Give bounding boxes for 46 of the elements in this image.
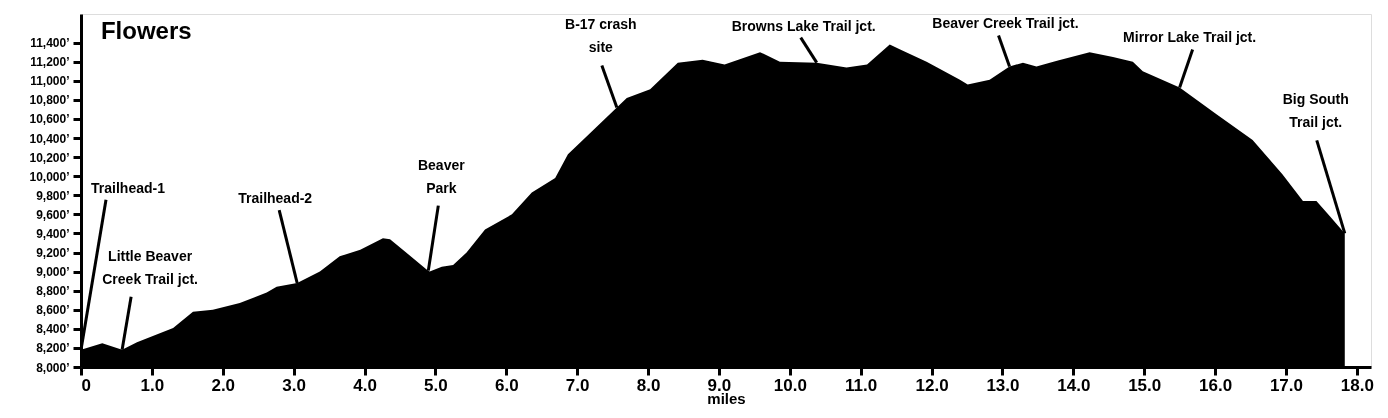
- x-tick-label: 8.0: [636, 375, 661, 395]
- annotation: Mirror Lake Trail jct.: [1123, 29, 1257, 46]
- annotation: Trailhead-2: [238, 190, 313, 207]
- y-tick-label: 9,400’: [36, 226, 70, 241]
- y-tick-label: 11,000’: [30, 74, 70, 89]
- x-tick-label: 11.0: [845, 375, 878, 395]
- y-tick-label: 10,400’: [29, 131, 70, 146]
- y-tick-label: 9,200’: [36, 246, 70, 261]
- x-tick-label: 10.0: [773, 375, 807, 395]
- y-tick-label: 8,800’: [36, 284, 70, 299]
- y-tick-label: 8,400’: [36, 322, 70, 337]
- annotation: Beaver Park: [417, 156, 466, 196]
- y-tick-label: 8,200’: [36, 341, 70, 356]
- x-tick-label: 4.0: [353, 375, 377, 395]
- y-tick-label: 9,600’: [36, 207, 70, 222]
- y-tick-label: 11,400’: [30, 36, 70, 51]
- y-tick-label: 9,800’: [36, 188, 70, 203]
- y-tick-label: 9,000’: [36, 265, 70, 280]
- annotation: Big South Trail jct.: [1282, 91, 1349, 131]
- x-tick-label: 12.0: [915, 375, 949, 395]
- x-tick-label: 18.0: [1340, 375, 1374, 395]
- y-tick-label: 8,600’: [36, 303, 70, 318]
- x-tick-label: 3.0: [282, 375, 306, 395]
- x-tick-label: 5.0: [424, 375, 448, 395]
- x-tick-label: 7.0: [565, 375, 590, 395]
- x-tick-label: 13.0: [986, 375, 1020, 395]
- annotation: Beaver Creek Trail jct.: [932, 15, 1079, 32]
- y-tick-label: 11,200’: [30, 55, 70, 70]
- x-tick-label: 0: [81, 375, 91, 395]
- x-tick-label: 1.0: [140, 375, 165, 395]
- y-tick-label: 10,600’: [29, 112, 70, 127]
- y-tick-label: 10,000’: [29, 169, 70, 184]
- y-tick-label: 8,000’: [36, 360, 70, 375]
- chart-title: Flowers: [100, 17, 192, 44]
- x-tick-label: 16.0: [1199, 375, 1233, 395]
- annotation: Browns Lake Trail jct.: [731, 17, 876, 34]
- x-tick-label: 14.0: [1057, 375, 1091, 395]
- y-tick-label: 10,200’: [29, 150, 70, 165]
- x-tick-label: 17.0: [1269, 375, 1303, 395]
- annotation: B-17 crash site: [565, 16, 637, 56]
- annotation: Little Beaver Creek Trail jct.: [102, 247, 198, 287]
- x-tick-label: 6.0: [494, 375, 519, 395]
- annotation: Trailhead-1: [91, 179, 166, 196]
- x-tick-label: 2.0: [211, 375, 236, 395]
- x-tick-label: 15.0: [1128, 375, 1162, 395]
- y-tick-label: 10,800’: [29, 93, 70, 108]
